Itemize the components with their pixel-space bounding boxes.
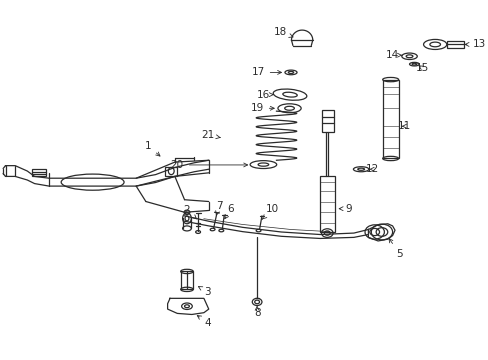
Text: 16: 16: [256, 90, 273, 100]
Bar: [165, 167, 177, 176]
Text: 18: 18: [273, 27, 292, 37]
Text: 19: 19: [250, 103, 274, 113]
Text: 7: 7: [215, 201, 222, 215]
Bar: [382, 80, 398, 158]
Text: 8: 8: [253, 306, 260, 318]
Text: 14: 14: [385, 50, 401, 60]
Text: 4: 4: [197, 315, 211, 328]
Text: 2: 2: [183, 206, 196, 219]
Bar: [180, 271, 193, 289]
Text: 3: 3: [198, 287, 211, 297]
Text: 15: 15: [415, 63, 428, 73]
Text: 5: 5: [388, 239, 402, 258]
Text: 13: 13: [464, 40, 485, 49]
Text: 6: 6: [224, 204, 234, 219]
Text: 17: 17: [251, 67, 281, 77]
Text: 12: 12: [365, 164, 378, 174]
Text: 10: 10: [262, 204, 279, 219]
Text: 9: 9: [339, 204, 352, 214]
Text: 21: 21: [201, 130, 220, 140]
Bar: [446, 41, 463, 48]
Text: 20: 20: [170, 160, 247, 170]
Text: 1: 1: [144, 141, 160, 156]
Bar: [319, 176, 334, 232]
Bar: [322, 110, 333, 132]
Text: 11: 11: [397, 121, 410, 131]
Bar: [32, 169, 45, 176]
